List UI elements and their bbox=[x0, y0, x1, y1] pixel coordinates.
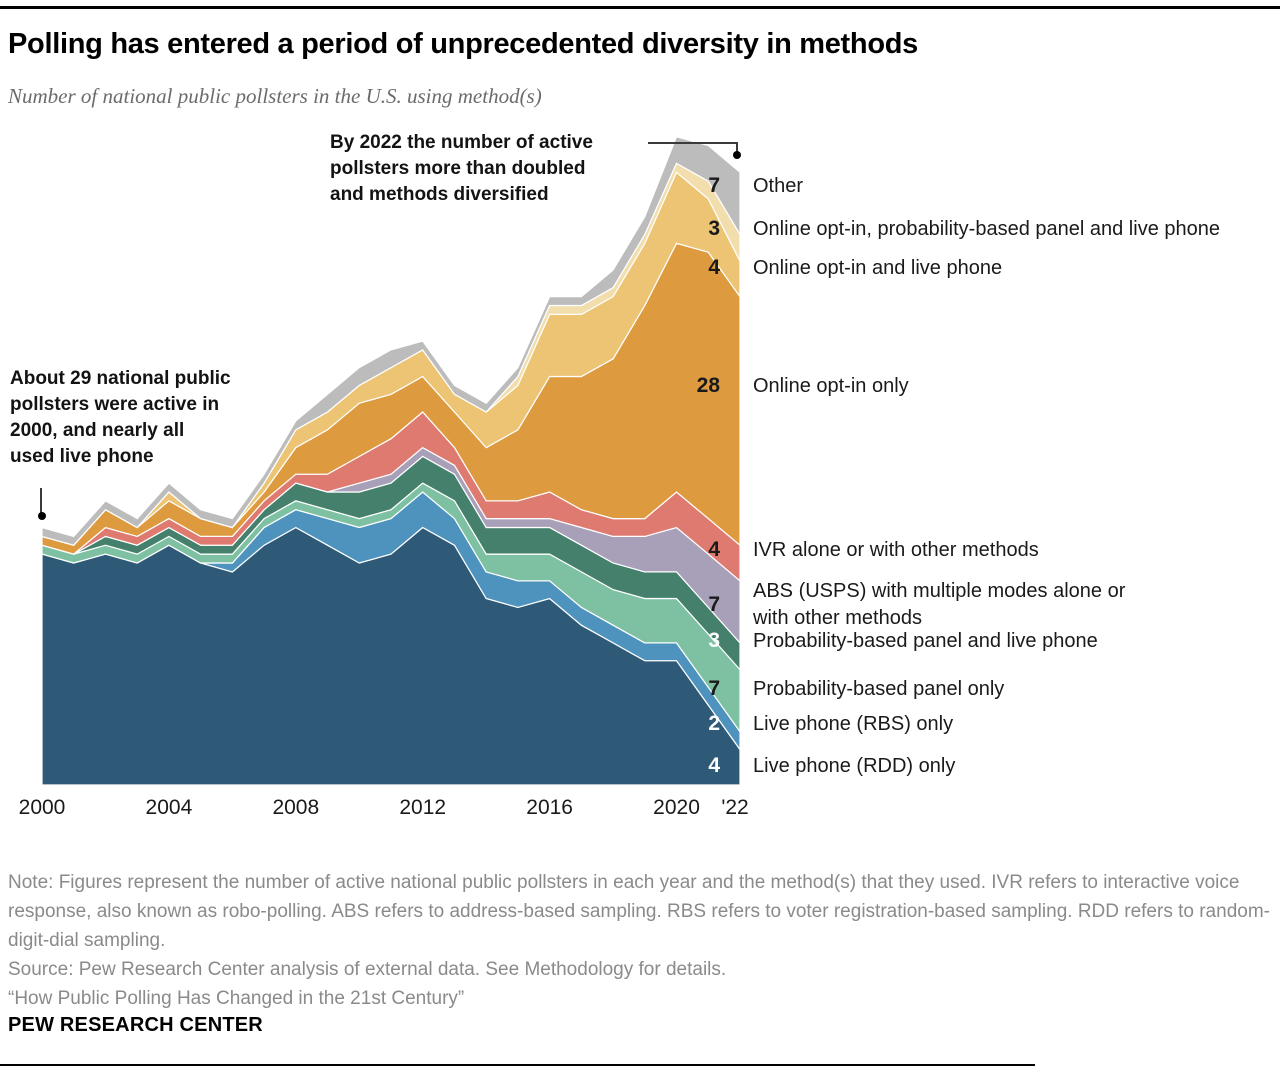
legend-label-probability_panel_only: Probability-based panel only bbox=[753, 677, 1005, 700]
pew-wordmark: PEW RESEARCH CENTER bbox=[8, 1014, 263, 1036]
annotation-2000-connector-dot bbox=[38, 512, 46, 520]
annotation-2000-connector-line bbox=[40, 488, 42, 513]
x-tick-2000: 2000 bbox=[18, 796, 66, 819]
legend-label-online_opt_in_only: Online opt-in only bbox=[753, 374, 909, 397]
x-tick-2016: 2016 bbox=[526, 796, 573, 819]
annotation-2000: About 29 national public pollsters were … bbox=[10, 368, 231, 467]
source-text: Source: Pew Research Center analysis of … bbox=[8, 959, 727, 980]
legend-label-ivr: IVR alone or with other methods bbox=[753, 538, 1039, 561]
annotation-2022: By 2022 the number of active pollsters m… bbox=[330, 132, 593, 205]
area-other bbox=[41, 136, 741, 546]
legend-value-online_opt_in_only: 28 bbox=[696, 374, 720, 397]
legend-value-live_phone_rdd_only: 4 bbox=[708, 754, 720, 777]
legend-value-other: 7 bbox=[708, 174, 720, 197]
x-tick-22: '22 bbox=[721, 796, 749, 819]
legend-label-other: Other bbox=[753, 174, 804, 197]
chart-subtitle: Number of national public pollsters in t… bbox=[8, 84, 542, 108]
top-rule bbox=[0, 6, 1280, 9]
legend-label-online_opt_in_and_live_phone: Online opt-in and live phone bbox=[753, 256, 1003, 279]
legend-label-probability_panel_and_live_phone: Probability-based panel and live phone bbox=[753, 629, 1098, 652]
x-tick-2008: 2008 bbox=[272, 796, 320, 819]
chart-title: Polling has entered a period of unpreced… bbox=[8, 28, 918, 60]
x-tick-2004: 2004 bbox=[145, 796, 193, 819]
annotation-2022-connector-dot bbox=[733, 151, 741, 159]
stacked-area-chart bbox=[41, 136, 741, 786]
legend-value-live_phone_rbs_only: 2 bbox=[708, 712, 720, 735]
legend-value-online_opt_in_and_live_phone: 4 bbox=[708, 256, 720, 279]
legend-value-probability_panel_and_live_phone: 3 bbox=[708, 629, 720, 652]
annotation-2022-connector-line bbox=[648, 142, 738, 144]
legend-label-online_opt_in_panel_live_phone: Online opt-in, probability-based panel a… bbox=[753, 217, 1220, 240]
legend-label-live_phone_rdd_only: Live phone (RDD) only bbox=[753, 754, 956, 777]
bottom-rule bbox=[0, 1064, 1035, 1066]
legend-value-ivr: 4 bbox=[708, 538, 720, 561]
footnotes: Note: Figures represent the number of ac… bbox=[8, 868, 1272, 1013]
series-value-labels: 7 Other 3 Online opt-in, probability-based … bbox=[0, 120, 1280, 810]
legend-value-probability_panel_only: 7 bbox=[708, 677, 720, 700]
x-tick-2020: 2020 bbox=[653, 796, 700, 819]
legend-label-live_phone_rbs_only: Live phone (RBS) only bbox=[753, 712, 954, 735]
legend-value-abs_usps_multiple_modes: 7 bbox=[708, 593, 720, 616]
report-title-text: “How Public Polling Has Changed in the 2… bbox=[8, 988, 465, 1009]
x-axis: 2000 2004 2008 2012 2016 2020 '22 bbox=[0, 796, 1280, 826]
x-tick-2012: 2012 bbox=[399, 796, 447, 819]
legend-label-abs_usps_multiple_modes: ABS (USPS) with multiple modes alone or … bbox=[753, 580, 1126, 629]
legend-value-online_opt_in_panel_live_phone: 3 bbox=[708, 217, 720, 240]
annotation-2022-connector-drop bbox=[736, 142, 738, 154]
note-text: Note: Figures represent the number of ac… bbox=[8, 872, 1270, 951]
